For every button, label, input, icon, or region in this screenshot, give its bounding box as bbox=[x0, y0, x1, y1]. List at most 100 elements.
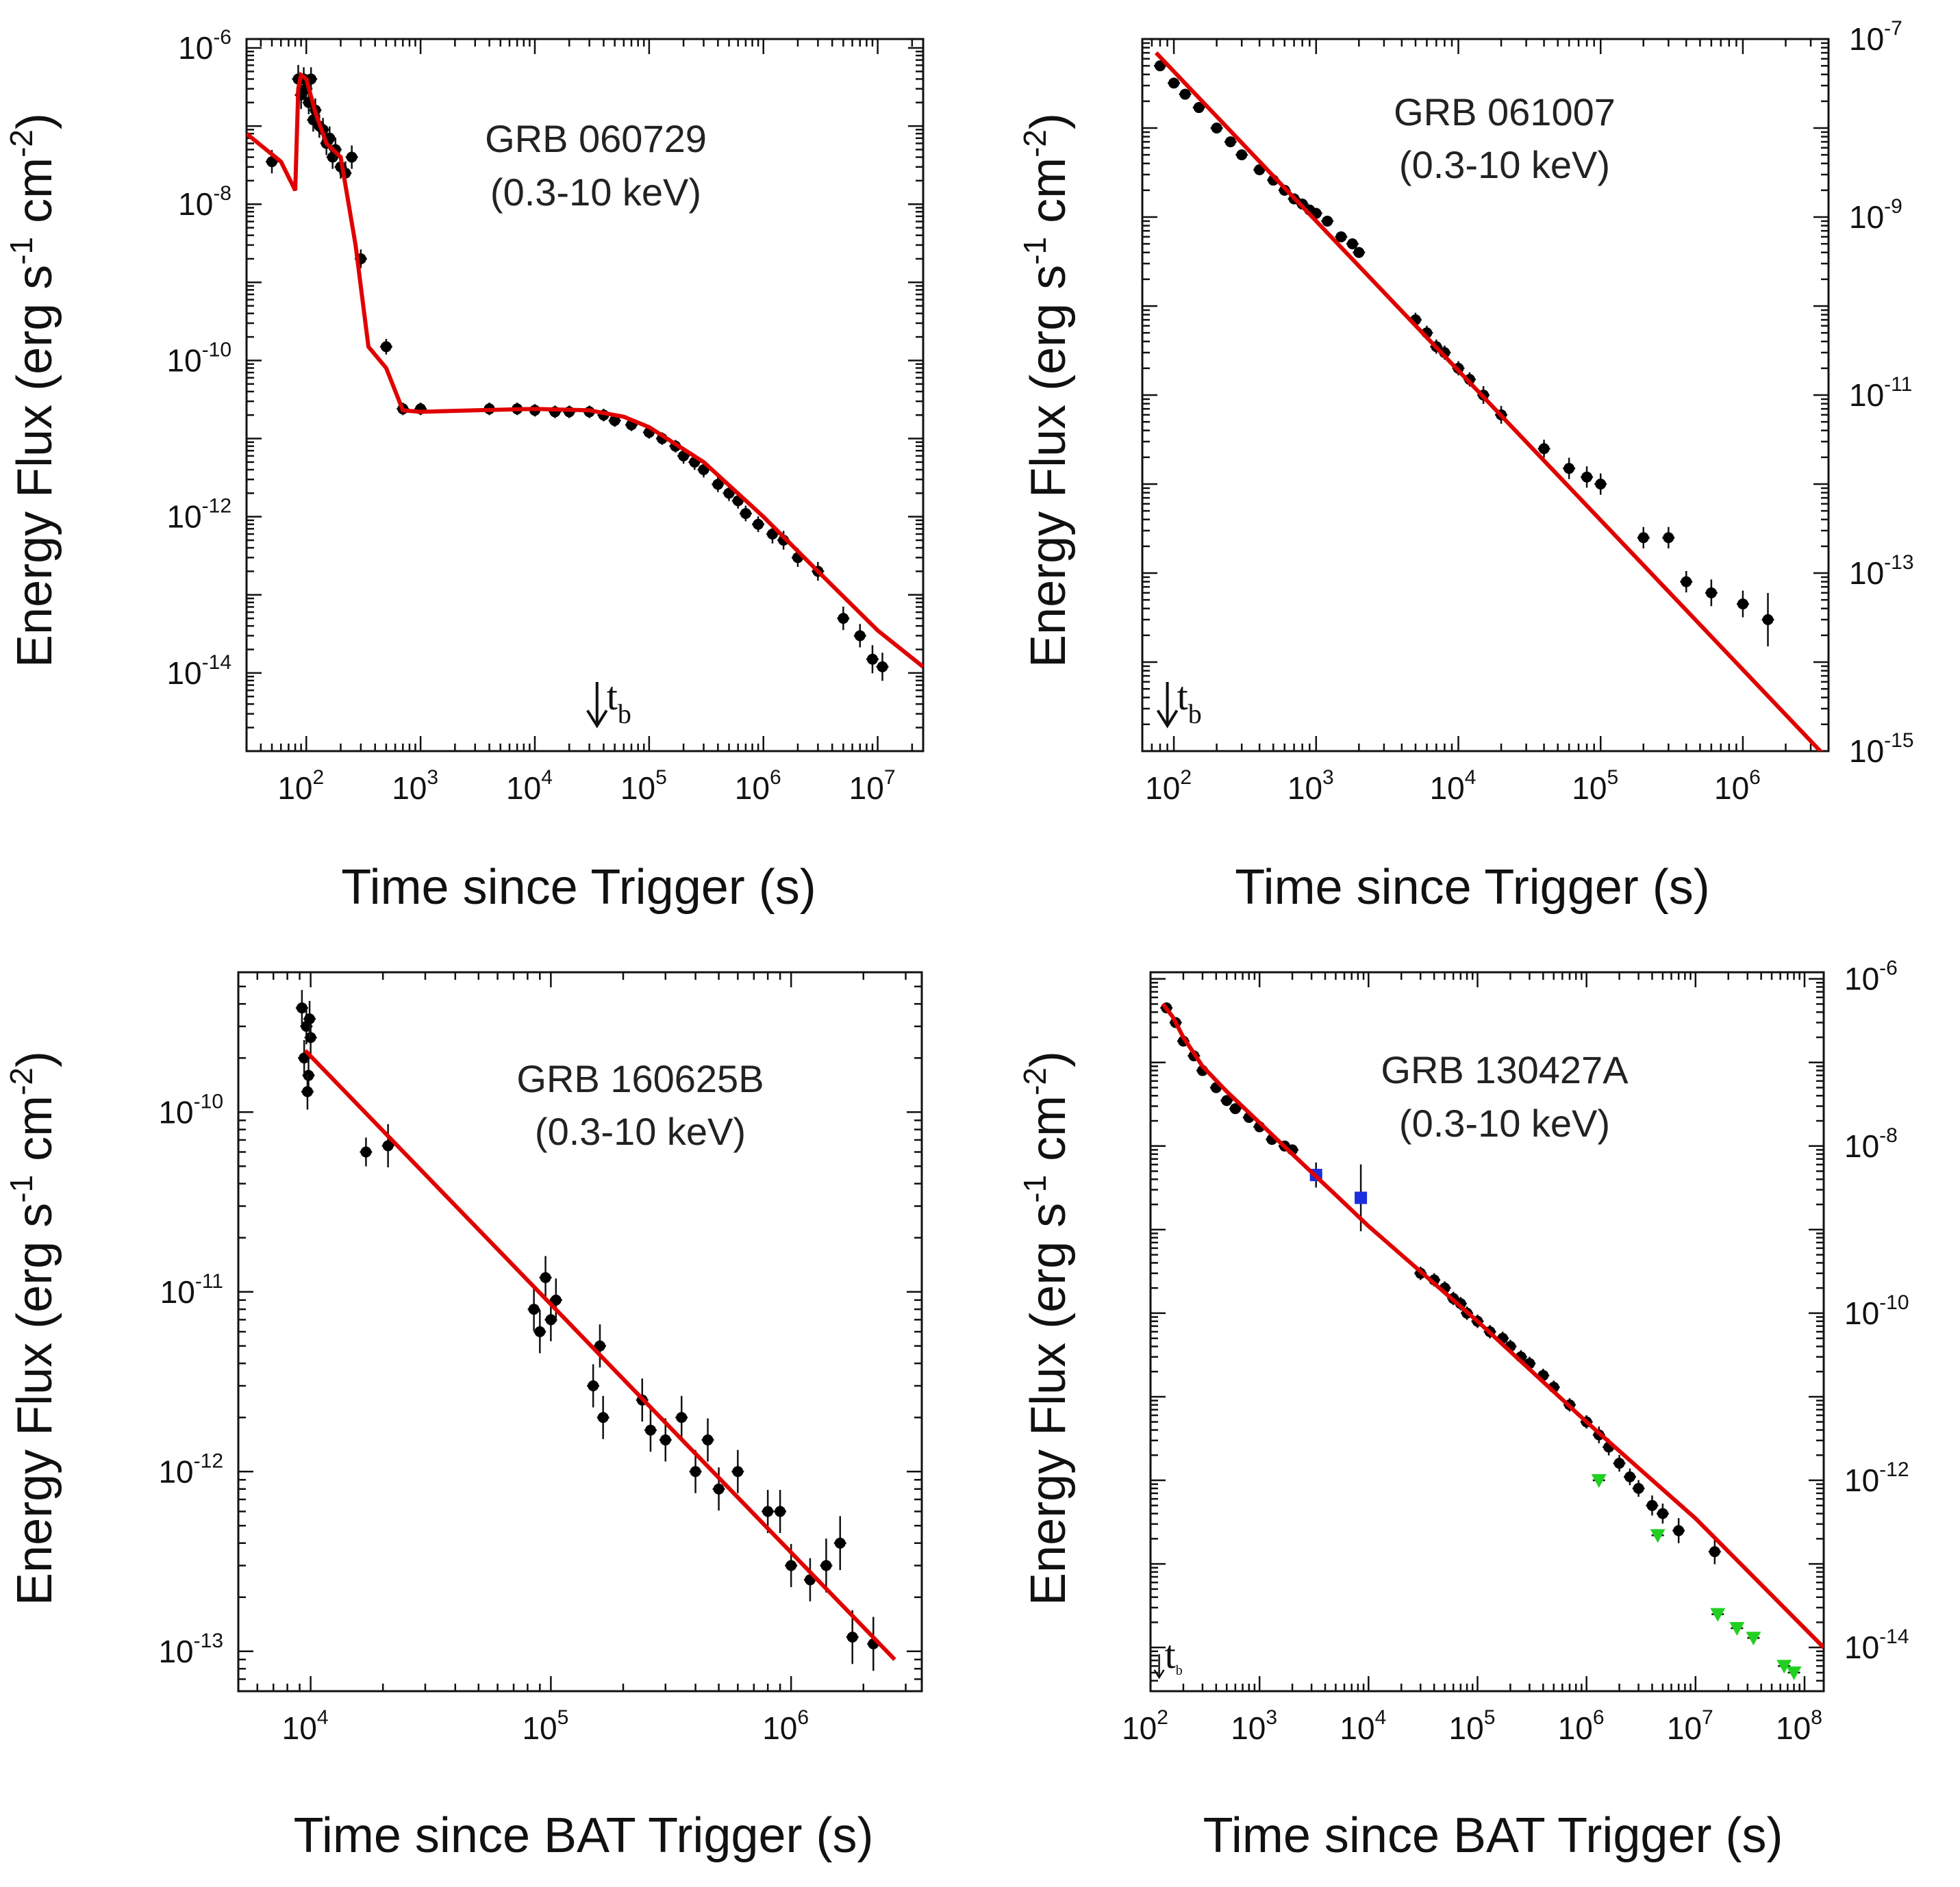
data-point bbox=[1346, 238, 1358, 250]
data-point bbox=[713, 1483, 725, 1495]
x-tick-label: 105 bbox=[522, 1706, 568, 1746]
data-point bbox=[1737, 598, 1748, 610]
tb-label: tb bbox=[607, 674, 631, 729]
data-point bbox=[712, 479, 724, 490]
x-tick-label: 102 bbox=[1122, 1706, 1168, 1746]
data-point bbox=[1154, 60, 1166, 72]
chart-title: GRB 060729 bbox=[485, 117, 707, 160]
x-tick-label: 105 bbox=[1572, 766, 1618, 806]
data-point bbox=[866, 653, 878, 665]
data-point bbox=[1637, 532, 1649, 544]
data-point bbox=[854, 630, 866, 642]
plot-area bbox=[295, 989, 896, 1671]
data-point bbox=[1705, 587, 1717, 598]
data-point bbox=[1673, 1525, 1685, 1536]
data-point bbox=[346, 151, 357, 163]
data-point bbox=[594, 1340, 605, 1352]
y-tick-label: 10-8 bbox=[1844, 1124, 1898, 1164]
data-point bbox=[545, 1314, 557, 1326]
data-point bbox=[1657, 1508, 1668, 1519]
data-point bbox=[1179, 88, 1191, 100]
data-point bbox=[1613, 1458, 1625, 1469]
y-tick-label: 10-15 bbox=[1849, 729, 1914, 769]
data-point bbox=[304, 1013, 316, 1025]
data-point bbox=[1646, 1499, 1658, 1511]
x-tick-label: 104 bbox=[506, 766, 553, 806]
series-xrt bbox=[295, 989, 880, 1671]
arrow-head bbox=[1153, 1669, 1165, 1680]
data-point bbox=[1681, 576, 1692, 587]
x-tick-label: 107 bbox=[1667, 1706, 1713, 1746]
data-point bbox=[380, 341, 392, 353]
y-axis-label: Energy Flux (erg s-1 cm-2) bbox=[3, 1051, 62, 1606]
data-point bbox=[775, 1506, 786, 1517]
data-point bbox=[609, 415, 620, 427]
data-point bbox=[1591, 1474, 1607, 1489]
x-axis-label: Time since Trigger (s) bbox=[1235, 860, 1709, 915]
data-point bbox=[1193, 102, 1205, 114]
data-point bbox=[834, 1537, 846, 1549]
tb-label: tb bbox=[1177, 674, 1202, 729]
x-tick-label: 105 bbox=[1449, 1706, 1496, 1746]
data-point bbox=[1355, 1191, 1368, 1204]
y-tick-label: 10-9 bbox=[1849, 195, 1902, 235]
y-tick-label: 10-13 bbox=[158, 1630, 223, 1669]
x-tick-label: 108 bbox=[1776, 1706, 1822, 1746]
x-tick-label: 103 bbox=[1287, 766, 1334, 806]
x-axis-label: Time since Trigger (s) bbox=[341, 860, 816, 915]
data-point bbox=[550, 1294, 562, 1306]
data-point bbox=[1709, 1546, 1720, 1558]
y-tick-label: 10-10 bbox=[166, 338, 231, 378]
data-point bbox=[1729, 1622, 1745, 1636]
x-tick-label: 106 bbox=[1714, 766, 1761, 806]
panel-grb-160625b: GRB 160625B (0.3-10 keV) Time since BAT … bbox=[3, 971, 923, 1863]
data-point bbox=[838, 613, 849, 624]
data-point bbox=[1168, 77, 1180, 89]
y-tick-label: 10-13 bbox=[1849, 551, 1914, 591]
x-tick-label: 104 bbox=[1340, 1706, 1386, 1746]
x-tick-label: 106 bbox=[735, 766, 781, 806]
data-point bbox=[540, 1271, 551, 1283]
data-point bbox=[1221, 1095, 1233, 1106]
fit-line bbox=[247, 71, 923, 669]
data-point bbox=[382, 1140, 394, 1152]
y-tick-label: 10-12 bbox=[166, 495, 231, 535]
data-point bbox=[1762, 613, 1774, 625]
plot-area bbox=[247, 64, 923, 681]
data-point bbox=[1211, 123, 1222, 134]
data-point bbox=[1538, 443, 1550, 455]
y-tick-label: 10-10 bbox=[1844, 1291, 1909, 1331]
chart-title: GRB 130427A bbox=[1381, 1048, 1629, 1091]
data-point bbox=[762, 1506, 774, 1517]
data-point bbox=[820, 1560, 832, 1571]
y-axis-label: Energy Flux (erg s-1 cm-2) bbox=[1017, 1051, 1076, 1606]
data-point bbox=[1595, 479, 1607, 490]
data-point bbox=[1633, 1482, 1644, 1494]
tb-marker: tb bbox=[586, 674, 631, 729]
data-point bbox=[534, 1326, 546, 1337]
data-point bbox=[1322, 215, 1333, 227]
x-tick-label: 106 bbox=[762, 1706, 809, 1746]
data-point bbox=[846, 1631, 858, 1643]
data-point bbox=[305, 1032, 316, 1043]
y-tick-label: 10-14 bbox=[1844, 1625, 1909, 1665]
data-point bbox=[1353, 246, 1365, 258]
data-point bbox=[732, 1466, 744, 1478]
plot-area bbox=[1153, 51, 1824, 751]
y-axis-label: Energy Flux (erg s-1 cm-2) bbox=[3, 113, 62, 668]
fit-line bbox=[303, 1049, 896, 1661]
y-tick-label: 10-12 bbox=[1844, 1458, 1909, 1498]
panel-grb-061007: GRB 061007 (0.3-10 keV) Time since Trigg… bbox=[1017, 17, 1914, 915]
data-point bbox=[644, 1424, 656, 1436]
x-axis-label: Time since BAT Trigger (s) bbox=[1203, 1808, 1783, 1863]
data-point bbox=[1581, 471, 1593, 483]
y-tick-label: 10-10 bbox=[158, 1090, 223, 1130]
chart-subtitle: (0.3-10 keV) bbox=[490, 170, 701, 214]
x-tick-label: 102 bbox=[277, 766, 324, 806]
data-point bbox=[1746, 1632, 1761, 1646]
y-tick-label: 10-6 bbox=[1844, 957, 1898, 997]
panel-grb-130427a: GRB 130427A (0.3-10 keV) Time since BAT … bbox=[1017, 957, 1909, 1863]
fit-line bbox=[1154, 51, 1824, 751]
y-tick-label: 10-6 bbox=[178, 26, 231, 66]
